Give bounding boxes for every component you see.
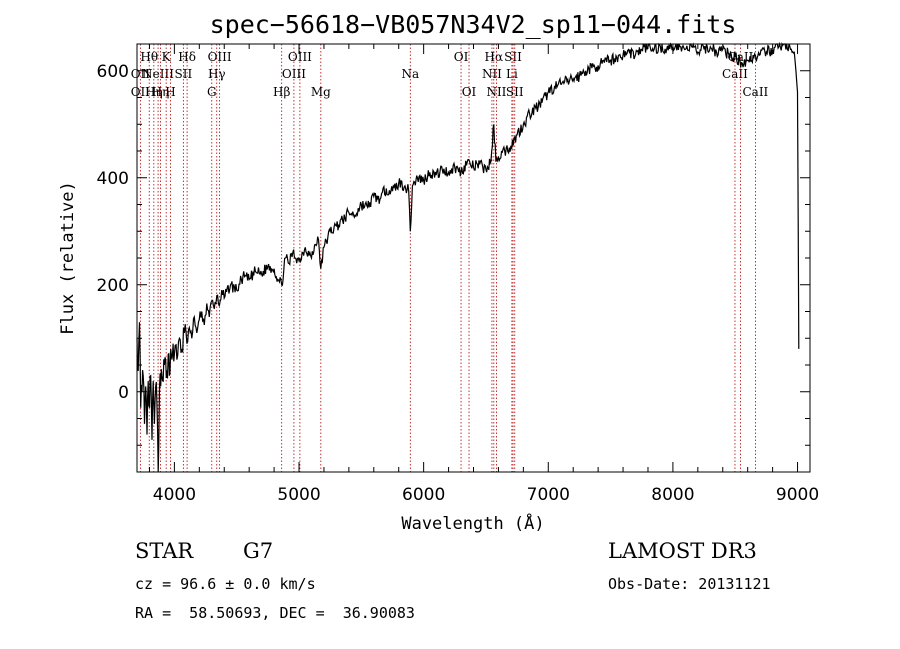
- line-label-13-0: OIII: [282, 67, 306, 81]
- line-label-15-0: Mg: [311, 85, 331, 99]
- object-subclass: G7: [243, 539, 274, 563]
- x-tick-label: 8000: [651, 485, 694, 505]
- line-label-20-0: Hα: [485, 50, 504, 64]
- x-tick-label: 6000: [402, 485, 445, 505]
- x-tick-label: 4000: [153, 485, 196, 505]
- line-label-4-0: Hη: [152, 85, 170, 99]
- line-label-24-0: SII: [506, 85, 524, 99]
- x-axis-label: Wavelength (Å): [401, 512, 544, 534]
- line-label-25-0: CaII: [722, 67, 748, 81]
- line-label-8-0: Hδ: [178, 50, 196, 64]
- x-tick-label: 7000: [527, 485, 570, 505]
- y-tick-label: 200: [97, 276, 129, 296]
- y-axis-ticks: 0 200 400 600: [97, 43, 810, 446]
- line-label-19-0: NII: [482, 67, 502, 81]
- y-tick-label: 0: [118, 383, 129, 403]
- line-label-5-0: K: [162, 50, 172, 64]
- line-label-23-0: SII: [504, 50, 522, 64]
- line-label-10-0: Hγ: [208, 67, 226, 81]
- y-axis-label: Flux (relative): [58, 181, 78, 335]
- line-label-16-0: Na: [401, 67, 419, 81]
- y-tick-label: 600: [97, 62, 129, 82]
- spectrum-line: [136, 41, 800, 473]
- coordinates-readout: RA = 58.50693, DEC = 36.90083: [135, 604, 415, 622]
- line-label-22-0: Li: [506, 67, 518, 81]
- survey-name: LAMOST DR3: [608, 539, 757, 563]
- line-label-18-0: OI: [462, 85, 477, 99]
- redshift-readout: cz = 96.6 ± 0.0 km/s: [135, 575, 316, 593]
- x-axis-ticks: 4000 5000 6000 7000 8000 9000: [148, 44, 819, 505]
- chart-title: spec−56618−VB057N34V2_sp11−044.fits: [210, 10, 737, 39]
- x-tick-label: 9000: [776, 485, 819, 505]
- spectral-line-markers: OIIOIIHθHηNeIIIHηKHSIIHδGHγOIIIHβOIIIOII…: [131, 44, 769, 472]
- plot-frame: [136, 43, 811, 473]
- line-label-6-0: H: [165, 85, 175, 99]
- line-label-2-0: Hη: [145, 85, 163, 99]
- obs-date-readout: Obs-Date: 20131121: [608, 575, 771, 593]
- line-label-9-0: G: [207, 85, 217, 99]
- line-label-0-1: OII: [131, 85, 151, 99]
- line-label-1-0: Hθ: [140, 50, 158, 64]
- line-label-14-0: OIII: [288, 50, 312, 64]
- line-label-17-0: OI: [454, 50, 469, 64]
- x-tick-label: 5000: [277, 485, 320, 505]
- object-class: STAR: [135, 539, 194, 563]
- line-label-11-0: OIII: [208, 50, 232, 64]
- line-label-3-0: NeIII: [142, 67, 174, 81]
- line-label-27-0: CaII: [742, 85, 768, 99]
- y-tick-label: 400: [97, 169, 129, 189]
- line-label-12-0: Hβ: [273, 85, 290, 99]
- line-label-21-0: NII: [486, 85, 506, 99]
- line-label-7-0: SII: [175, 67, 193, 81]
